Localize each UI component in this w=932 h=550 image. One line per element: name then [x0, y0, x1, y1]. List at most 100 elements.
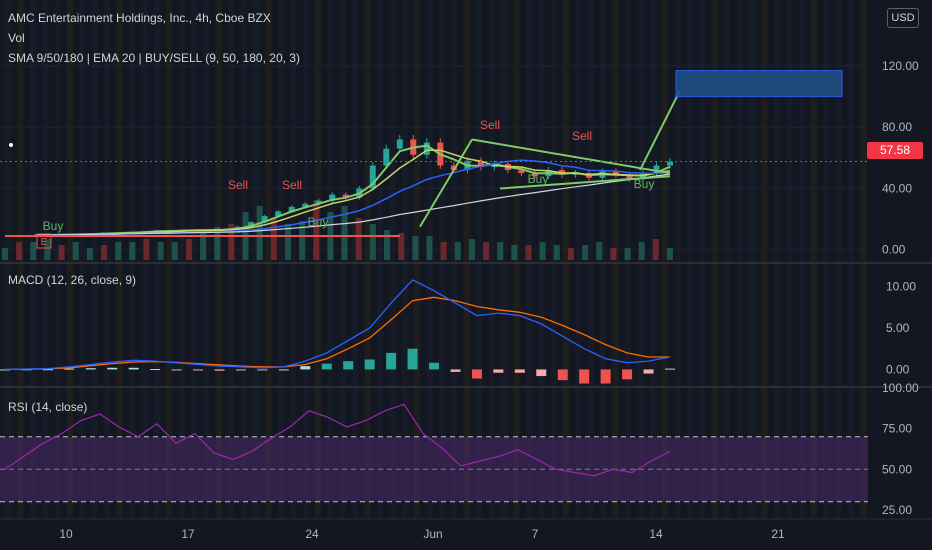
sma-long-line	[34, 173, 671, 236]
session-stripe	[563, 0, 569, 518]
volume-bar	[610, 248, 617, 260]
price-tick-label: 0.00	[882, 243, 906, 257]
macd-tick-label: 10.00	[886, 280, 916, 294]
rsi-tick-label: 50.00	[882, 462, 912, 476]
session-stripe	[451, 0, 458, 518]
pennant-lower-line	[499, 175, 671, 190]
session-stripe	[550, 0, 557, 518]
candle-body	[626, 174, 633, 180]
time-tick-label: 21	[771, 527, 785, 541]
volume-bar	[341, 206, 348, 260]
session-stripe	[674, 0, 681, 518]
indicators-legend[interactable]: SMA 9/50/180 | EMA 20 | BUY/SELL (9, 50,…	[8, 51, 300, 65]
signal-label-sell: Sell	[480, 118, 500, 132]
session-stripe	[277, 0, 284, 518]
macd-histogram-bar	[407, 348, 418, 370]
session-stripe	[649, 0, 656, 518]
session-stripe	[401, 0, 408, 518]
cursor-dot	[9, 143, 13, 147]
time-tick-label: 14	[649, 527, 663, 541]
volume-bar	[567, 248, 574, 260]
session-stripe	[761, 0, 768, 518]
symbol-title[interactable]: AMC Entertainment Holdings, Inc., 4h, Cb…	[8, 11, 271, 25]
session-stripe	[463, 0, 470, 518]
session-stripe	[501, 0, 507, 518]
signal-label-buy: Buy	[43, 219, 64, 233]
candle-body	[383, 148, 390, 166]
time-tick-label: 17	[181, 527, 195, 541]
volume-bar	[284, 224, 291, 260]
volume-bar	[624, 248, 631, 260]
session-stripe	[203, 0, 210, 518]
signal-label-buy: Buy	[308, 215, 329, 229]
macd-histogram-bar	[386, 352, 397, 370]
session-stripe	[54, 0, 61, 518]
macd-signal-line	[4, 296, 670, 371]
rsi-tick-label: 75.00	[882, 422, 912, 436]
session-stripe	[104, 0, 111, 518]
candle-body	[423, 142, 430, 155]
volume-bar	[667, 248, 673, 260]
session-stripe	[153, 0, 160, 518]
volume-bar	[256, 206, 263, 260]
signal-label-sell: Sell	[228, 178, 248, 192]
candle-body	[518, 170, 525, 174]
macd-line	[4, 279, 671, 371]
volume-legend[interactable]: Vol	[8, 31, 25, 45]
candle-body	[288, 206, 295, 212]
volume-bar	[454, 242, 461, 260]
macd-histogram-bar	[643, 369, 654, 374]
session-stripe	[736, 0, 743, 518]
volume-bar	[16, 242, 23, 260]
volume-bar	[313, 200, 320, 260]
price-tick-label: 40.00	[882, 181, 912, 195]
session-stripe	[488, 0, 495, 518]
flagpole-line	[419, 138, 473, 228]
rsi-line	[4, 403, 671, 477]
time-tick-label: 7	[532, 527, 539, 541]
volume-bar	[185, 239, 192, 260]
volume-bar	[228, 224, 235, 260]
macd-histogram-bar	[193, 369, 204, 371]
volume-bar	[398, 233, 405, 260]
signal-label-buy: Buy	[634, 177, 655, 191]
candle-body	[477, 160, 484, 168]
volume-bar	[412, 236, 419, 260]
volume-bar	[115, 242, 122, 260]
volume-bar	[44, 239, 51, 260]
volume-bar	[426, 236, 433, 260]
volume-bar	[58, 245, 65, 260]
macd-histogram-bar	[600, 369, 611, 384]
volume-bar	[582, 245, 589, 260]
macd-histogram-bar	[450, 369, 461, 372]
macd-histogram-bar	[214, 369, 225, 371]
macd-tick-label: 0.00	[886, 362, 910, 376]
session-stripe	[79, 0, 86, 518]
session-stripe	[749, 0, 755, 518]
macd-histogram-bar	[64, 368, 75, 370]
volume-bar	[214, 227, 221, 260]
macd-histogram-bar	[557, 369, 568, 381]
volume-bar	[30, 242, 37, 260]
volume-bar	[299, 221, 306, 260]
session-stripe	[364, 0, 371, 518]
rsi-tick-label: 25.00	[882, 503, 912, 517]
candle-body	[302, 203, 309, 207]
session-stripe	[253, 0, 259, 518]
macd-histogram-bar	[107, 367, 118, 370]
session-stripe	[377, 0, 383, 518]
session-stripe	[786, 0, 793, 518]
session-stripe	[575, 0, 582, 518]
macd-histogram-bar	[471, 369, 482, 379]
price-tick-label: 120.00	[882, 59, 919, 73]
currency-button[interactable]: USD	[887, 8, 919, 28]
candle-body	[315, 200, 322, 204]
macd-histogram-bar	[493, 369, 504, 373]
volume-bar	[143, 239, 150, 260]
volume-bar	[369, 224, 376, 260]
macd-histogram-bar	[85, 368, 96, 370]
macd-histogram-bar	[665, 368, 675, 370]
macd-histogram-bar	[42, 369, 53, 371]
